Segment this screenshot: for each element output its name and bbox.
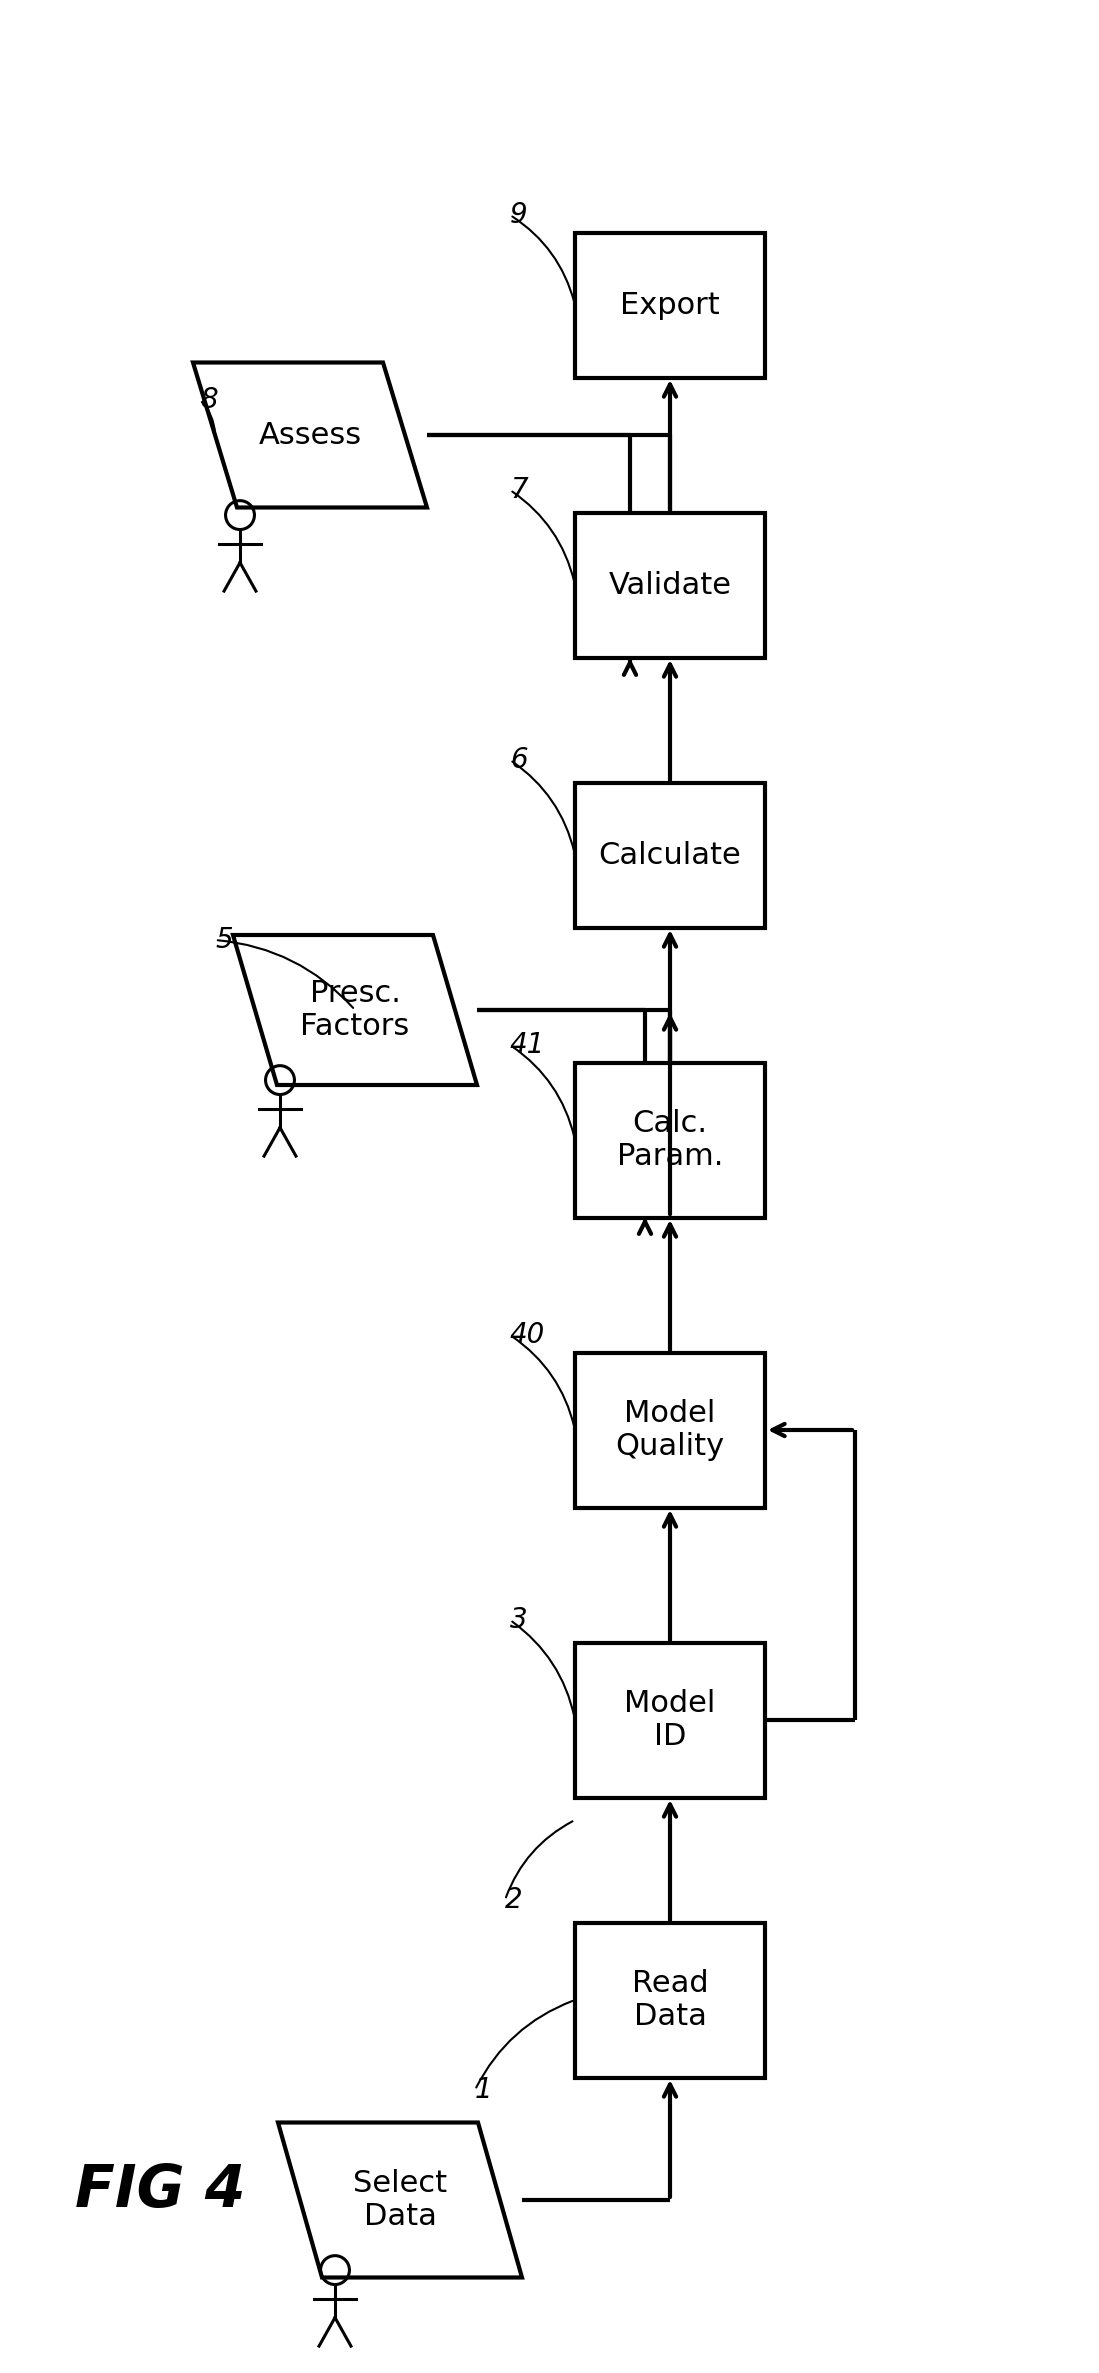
Polygon shape	[278, 2121, 522, 2278]
Text: Validate: Validate	[609, 570, 732, 600]
Polygon shape	[193, 363, 428, 508]
Text: 5: 5	[215, 925, 233, 954]
Text: 3: 3	[510, 1607, 528, 1635]
Text: 2: 2	[506, 1887, 523, 1915]
Text: 41: 41	[510, 1030, 545, 1058]
Bar	[575, 1642, 765, 1796]
Bar	[575, 233, 765, 377]
Text: 1: 1	[475, 2076, 492, 2105]
Text: Export: Export	[620, 290, 720, 320]
Bar	[575, 513, 765, 657]
Text: Calculate: Calculate	[599, 840, 742, 869]
Text: 7: 7	[510, 477, 528, 503]
Bar	[575, 1922, 765, 2076]
Bar	[575, 783, 765, 928]
Text: Model
Quality: Model Quality	[615, 1398, 724, 1462]
Text: Calc.
Param.: Calc. Param.	[617, 1108, 723, 1172]
Bar	[575, 1353, 765, 1507]
Bar	[575, 1063, 765, 1217]
Text: Select
Data: Select Data	[353, 2169, 447, 2231]
Text: 40: 40	[510, 1322, 545, 1348]
Text: Assess: Assess	[258, 420, 362, 448]
Polygon shape	[233, 935, 477, 1084]
Text: Model
ID: Model ID	[624, 1690, 715, 1751]
Text: 8: 8	[200, 387, 218, 413]
Text: 6: 6	[510, 745, 528, 774]
Text: Presc.
Factors: Presc. Factors	[300, 978, 410, 1042]
Text: 9: 9	[510, 202, 528, 230]
Text: Read
Data: Read Data	[632, 1970, 709, 2031]
Text: FIG 4: FIG 4	[75, 2162, 245, 2219]
